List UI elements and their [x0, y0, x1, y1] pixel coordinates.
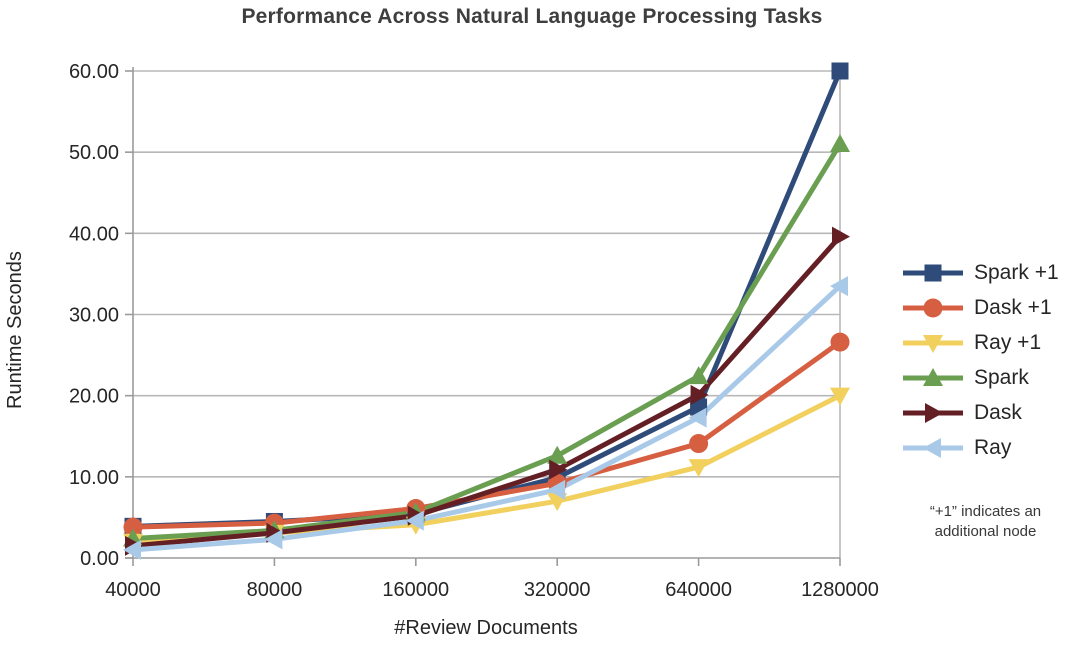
y-tick-label: 60.00: [69, 61, 119, 83]
legend-note-line1: “+1” indicates an: [929, 503, 1042, 520]
marker-dask: [832, 226, 850, 247]
marker-spark: [830, 134, 850, 153]
series-line-dask-1: [132, 340, 842, 530]
y-tick-label: 20.00: [69, 386, 119, 408]
x-tick-label: 640000: [665, 579, 732, 601]
x-tick-label: 80000: [247, 579, 303, 601]
series-line-spark-1: [132, 70, 843, 529]
legend-marker: [924, 264, 942, 282]
legend-swatch-triangle-right-icon: [903, 403, 963, 423]
marker-ray: [264, 529, 283, 550]
legend-item-ray-1: Ray +1: [903, 331, 1059, 354]
marker-spark: [688, 366, 709, 385]
marker-dask-1: [123, 517, 143, 537]
legend-item-spark-1: Spark +1: [903, 261, 1059, 284]
legend-swatch-triangle-up-icon: [903, 368, 963, 386]
legend-item-dask: Dask: [903, 401, 1059, 424]
marker-ray: [547, 479, 566, 500]
chart-title: Performance Across Natural Language Proc…: [241, 5, 823, 28]
x-axis-label: #Review Documents: [394, 617, 578, 639]
marker-ray: [830, 276, 848, 297]
legend-note: “+1” indicates an additional node: [883, 502, 1080, 542]
series-line-dask: [132, 234, 842, 549]
marker-spark-1: [831, 62, 849, 80]
marker-ray-1: [830, 387, 850, 406]
marker-ray: [123, 539, 141, 560]
marker-ray: [405, 510, 424, 531]
legend-label: Dask +1: [974, 296, 1052, 319]
marker-dask: [549, 459, 568, 480]
legend-marker: [923, 368, 943, 386]
legend-swatch-square-icon: [903, 264, 963, 282]
marker-ray: [688, 407, 707, 428]
legend-note-line2: additional node: [934, 523, 1037, 540]
legend-item-ray: Ray: [903, 436, 1059, 459]
y-tick-label: 40.00: [69, 223, 119, 245]
y-tick-label: 0.00: [80, 548, 119, 570]
legend-label: Ray +1: [974, 331, 1042, 354]
legend-label: Ray: [974, 436, 1012, 459]
legend-label: Spark: [974, 366, 1029, 389]
y-tick-label: 50.00: [69, 142, 119, 164]
legend-label: Dask: [974, 401, 1022, 424]
legend-swatch-triangle-left-icon: [903, 438, 963, 458]
legend-marker: [923, 438, 941, 458]
legend-swatch-triangle-down-icon: [903, 335, 963, 353]
marker-dask: [690, 384, 709, 405]
marker-spark: [547, 445, 568, 464]
y-tick-label: 10.00: [69, 467, 119, 489]
legend-label: Spark +1: [974, 261, 1059, 284]
legend-marker: [923, 335, 943, 353]
legend-item-dask-1: Dask +1: [903, 296, 1059, 319]
x-tick-label: 1280000: [801, 579, 879, 601]
marker-ray-1: [688, 459, 709, 478]
x-tick-label: 160000: [382, 579, 449, 601]
legend-marker: [925, 403, 943, 423]
series-line-ray: [132, 284, 842, 553]
x-tick-label: 320000: [524, 579, 591, 601]
legend-marker: [923, 298, 943, 318]
legend: Spark +1 Dask +1 Ray +1 Spark Dask Ray: [903, 261, 1059, 472]
marker-dask-1: [830, 332, 850, 352]
marker-dask-1: [689, 434, 709, 454]
y-tick-label: 30.00: [69, 305, 119, 327]
legend-swatch-circle-icon: [903, 298, 963, 318]
x-tick-label: 40000: [105, 579, 161, 601]
legend-item-spark: Spark: [903, 366, 1059, 389]
series-line-spark: [132, 142, 843, 542]
